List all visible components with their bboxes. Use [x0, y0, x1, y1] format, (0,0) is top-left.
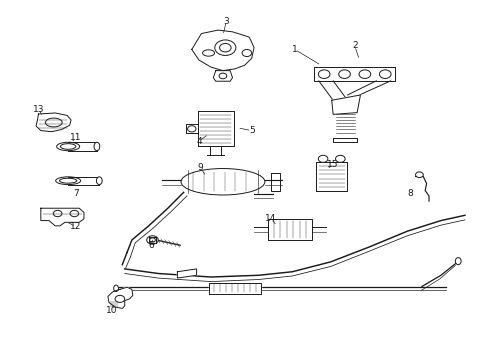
Ellipse shape: [60, 178, 77, 183]
Polygon shape: [208, 283, 261, 294]
Ellipse shape: [56, 177, 81, 185]
Text: 12: 12: [70, 222, 81, 231]
Ellipse shape: [94, 142, 100, 151]
Text: 7: 7: [73, 189, 79, 198]
Ellipse shape: [202, 50, 214, 56]
Text: 1: 1: [291, 45, 297, 54]
Text: 15: 15: [327, 159, 338, 168]
Text: 14: 14: [264, 214, 276, 223]
Circle shape: [335, 155, 345, 162]
Circle shape: [379, 70, 390, 78]
Text: 6: 6: [148, 241, 154, 250]
Polygon shape: [148, 237, 156, 243]
Circle shape: [219, 73, 226, 79]
Text: 5: 5: [248, 126, 254, 135]
Polygon shape: [108, 287, 133, 309]
Polygon shape: [313, 67, 395, 81]
Text: 10: 10: [105, 306, 117, 315]
Ellipse shape: [96, 177, 102, 185]
Text: 11: 11: [70, 133, 81, 142]
Circle shape: [187, 126, 196, 132]
Polygon shape: [191, 30, 254, 71]
Polygon shape: [268, 219, 311, 240]
Ellipse shape: [181, 168, 264, 195]
Ellipse shape: [454, 258, 460, 265]
Circle shape: [149, 238, 155, 242]
Text: 13: 13: [33, 105, 44, 114]
Polygon shape: [197, 111, 233, 147]
Circle shape: [358, 70, 370, 78]
Circle shape: [318, 70, 329, 78]
Polygon shape: [316, 162, 346, 190]
Circle shape: [318, 155, 327, 162]
Circle shape: [415, 172, 423, 177]
Polygon shape: [177, 269, 196, 278]
Ellipse shape: [45, 118, 62, 127]
Ellipse shape: [61, 144, 76, 149]
Circle shape: [146, 236, 158, 244]
Text: 4: 4: [196, 137, 202, 146]
Circle shape: [115, 295, 124, 302]
Polygon shape: [213, 71, 232, 81]
Polygon shape: [332, 138, 356, 142]
Polygon shape: [41, 208, 84, 226]
Text: 3: 3: [223, 17, 229, 26]
Text: 9: 9: [197, 163, 203, 172]
Circle shape: [242, 49, 251, 57]
Polygon shape: [36, 113, 71, 132]
Polygon shape: [185, 125, 197, 133]
Circle shape: [53, 210, 62, 217]
Text: 2: 2: [351, 41, 357, 50]
Ellipse shape: [113, 285, 118, 292]
Circle shape: [70, 210, 79, 217]
Polygon shape: [331, 95, 360, 114]
Circle shape: [214, 40, 235, 55]
Text: 8: 8: [406, 189, 412, 198]
Circle shape: [219, 44, 231, 52]
Ellipse shape: [57, 142, 80, 151]
Circle shape: [338, 70, 349, 78]
Polygon shape: [270, 173, 280, 190]
